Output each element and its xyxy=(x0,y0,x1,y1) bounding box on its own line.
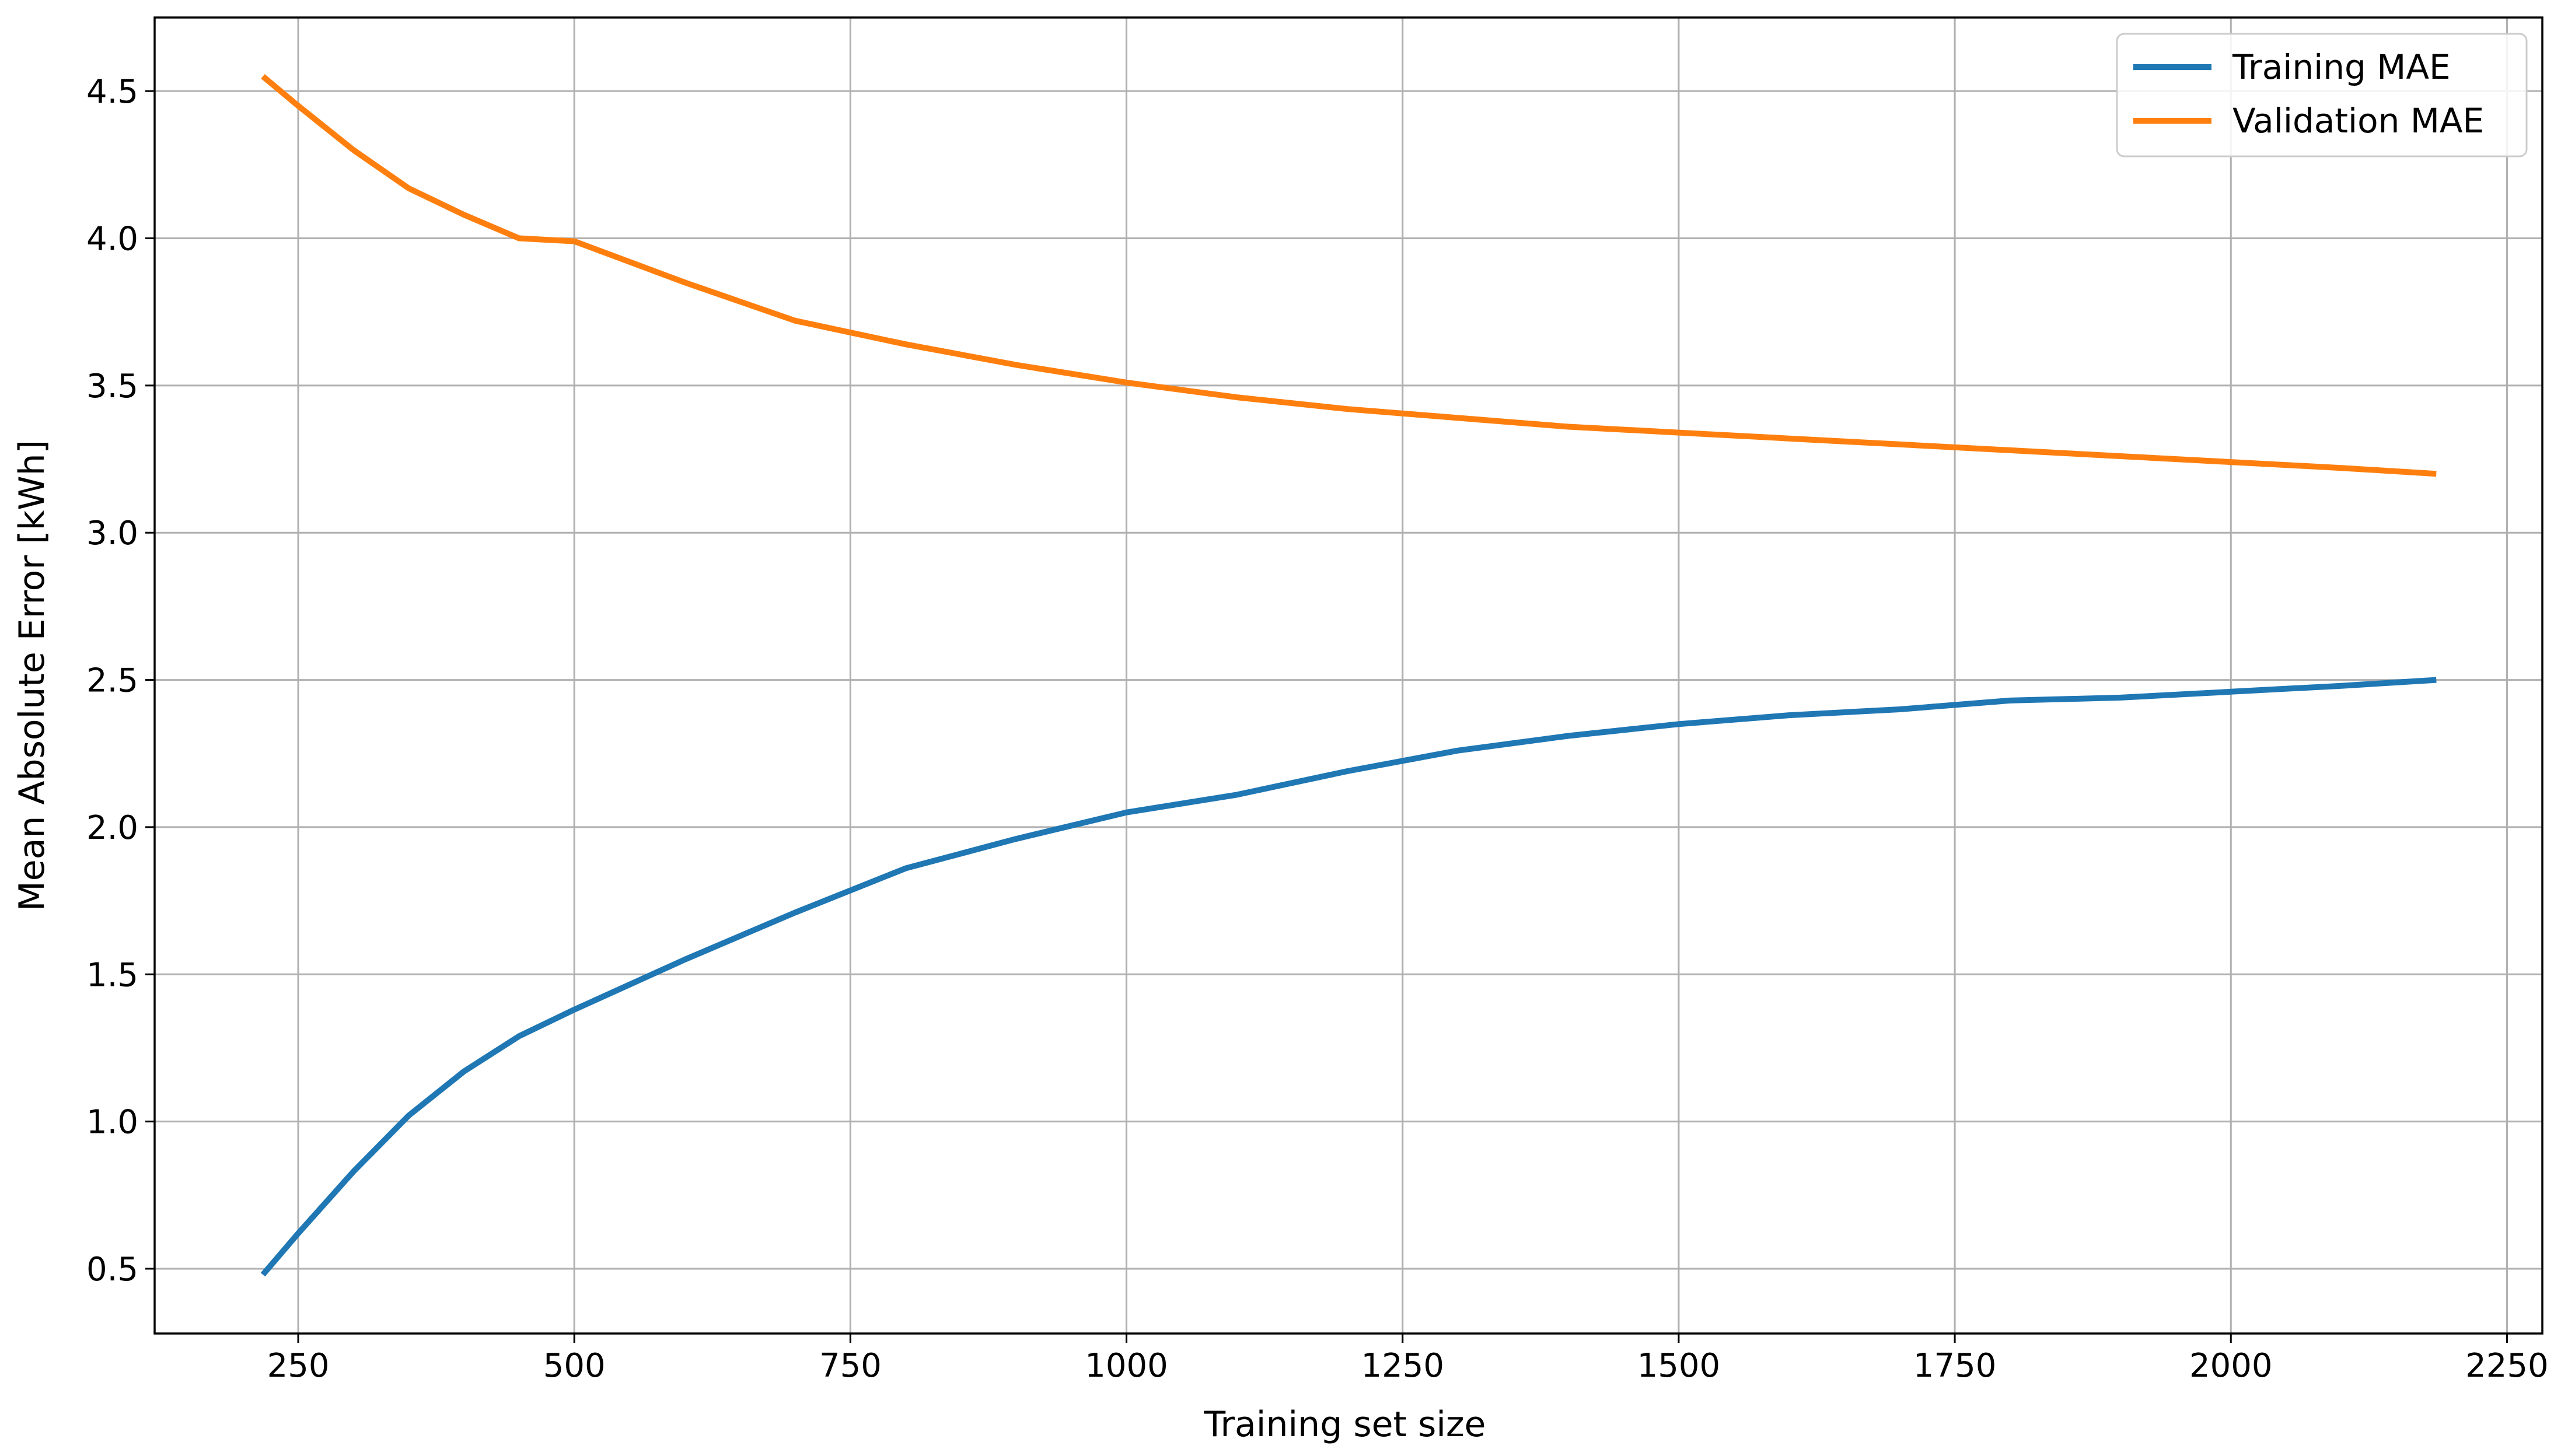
y-tick-label: 4.0 xyxy=(86,220,138,258)
y-tick-label: 4.5 xyxy=(86,73,138,111)
x-tick-label: 1000 xyxy=(1085,1347,1168,1385)
legend-box xyxy=(2116,33,2528,158)
legend: Training MAE Validation MAE xyxy=(2116,33,2528,158)
x-tick-label: 1500 xyxy=(1637,1347,1721,1385)
x-tick-label: 750 xyxy=(819,1347,882,1385)
x-tick-label: 250 xyxy=(267,1347,330,1385)
legend-label-training-mae: Training MAE xyxy=(2232,47,2451,87)
x-tick-label: 1750 xyxy=(1913,1347,1997,1385)
y-axis-label: Mean Absolute Error [kWh] xyxy=(12,440,53,911)
x-tick-label: 2250 xyxy=(2465,1347,2549,1385)
x-tick-label: 500 xyxy=(543,1347,606,1385)
series-line-training-mae xyxy=(260,677,2437,1277)
x-tick-label: 2000 xyxy=(2189,1347,2273,1385)
plot-frame xyxy=(153,16,2543,1335)
series-line-validation-mae xyxy=(261,74,2437,477)
y-tick-label: 2.0 xyxy=(86,809,138,847)
y-tick-label: 3.5 xyxy=(86,368,138,405)
tick-labels: 250 500 750 1000 1250 1500 1750 2000 2250 0.5 1.0 1… xyxy=(86,73,2549,1385)
y-tick-label: 0.5 xyxy=(86,1251,138,1289)
grid xyxy=(155,18,2542,1334)
ticks xyxy=(145,90,2508,1343)
legend-label-validation-mae: Validation MAE xyxy=(2232,101,2484,141)
y-tick-label: 3.0 xyxy=(86,514,138,552)
y-tick-label: 1.0 xyxy=(86,1104,138,1142)
y-tick-label: 1.5 xyxy=(86,956,138,994)
series-layer xyxy=(260,74,2437,1277)
y-tick-label: 2.5 xyxy=(86,662,138,700)
x-axis-label: Training set size xyxy=(1204,1404,1486,1445)
x-tick-label: 1250 xyxy=(1361,1347,1444,1385)
